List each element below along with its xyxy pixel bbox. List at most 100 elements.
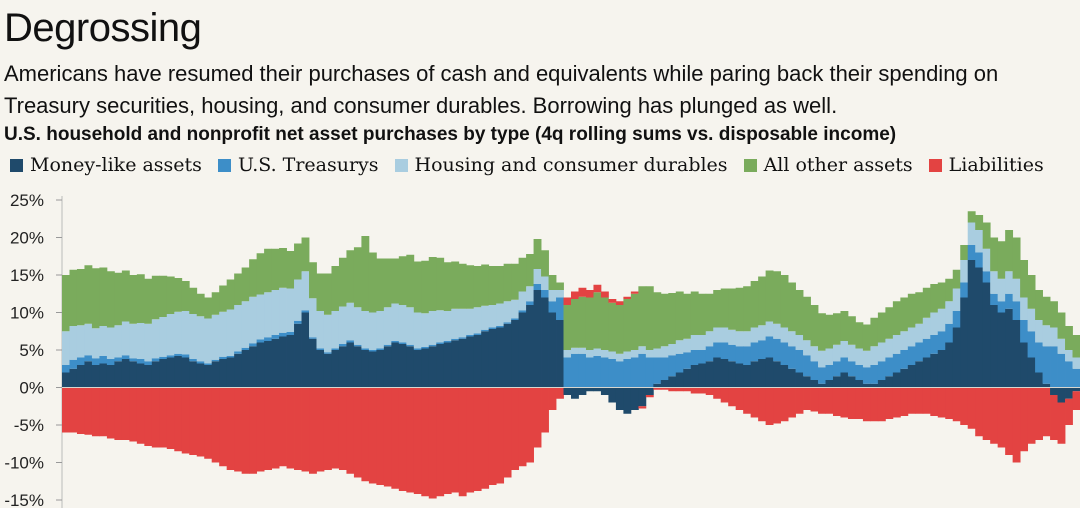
bar-segment-money [1057, 387, 1066, 403]
bar-segment-housing [1057, 338, 1066, 354]
bar-segment-money [855, 380, 864, 388]
bar-segment-treasurys [69, 359, 78, 369]
y-tick-label: 25% [10, 191, 44, 210]
y-tick-label: -10% [4, 454, 44, 473]
bar-segment-treasurys [518, 310, 527, 313]
bar-segment-liabilities [211, 387, 220, 463]
bar-segment-other [877, 312, 886, 343]
bar-segment-other [526, 254, 534, 287]
bar-segment-liabilities [1050, 395, 1058, 440]
bar-segment-liabilities [481, 387, 490, 489]
bar-segment-money [713, 357, 722, 388]
bar-segment-money [608, 387, 617, 403]
chart-title: U.S. household and nonprofit net asset p… [4, 124, 897, 145]
bar-segment-housing [900, 331, 909, 350]
bar-segment-money [91, 365, 100, 388]
legend-item-money: Money-like assets [10, 154, 202, 176]
bar-segment-money [488, 329, 497, 388]
bar-segment-other [735, 287, 744, 332]
bar-segment-treasurys [1050, 346, 1058, 388]
bar-segment-liabilities [99, 387, 108, 437]
bar-segment-money [436, 344, 445, 388]
bar-segment-money [286, 335, 295, 388]
bar-segment-treasurys [585, 357, 594, 388]
bar-segment-liabilities [458, 387, 467, 497]
bar-segment-housing [720, 327, 729, 343]
bar-segment-other [428, 257, 437, 311]
legend-item-housing: Housing and consumer durables [394, 154, 728, 176]
bar-segment-treasurys [241, 347, 250, 350]
bar-segment-money [1035, 372, 1043, 388]
bar-segment-other [1050, 301, 1058, 328]
bar-segment-treasurys [975, 252, 984, 268]
bar-segment-treasurys [413, 348, 422, 350]
bar-segment-liabilities [488, 387, 497, 485]
bar-segment-other [862, 324, 871, 351]
bar-segment-money [69, 368, 78, 388]
bar-segment-treasurys [114, 357, 123, 362]
bar-segment-housing [368, 312, 377, 350]
bar-segment-treasurys [368, 350, 377, 352]
bar-segment-liabilities [323, 387, 332, 470]
bar-segment-money [526, 305, 534, 388]
bar-segment-money [907, 365, 916, 388]
bar-segment-money [593, 387, 602, 392]
legend-label-liabilities: Liabilities [948, 154, 1044, 176]
bar-segment-money [413, 350, 422, 388]
bar-segment-money [406, 346, 415, 388]
bar-segment-liabilities [309, 387, 317, 474]
bar-segment-liabilities [713, 387, 722, 399]
bar-segment-liabilities [294, 387, 302, 470]
bar-segment-liabilities [758, 387, 767, 422]
bar-segment-other [795, 290, 804, 335]
bar-segment-housing [922, 317, 931, 339]
bar-segment-money [481, 331, 490, 388]
page-title: Degrossing [4, 6, 202, 50]
bar-segment-liabilities [413, 387, 422, 494]
bar-segment-treasurys [750, 342, 759, 362]
bar-segment-housing [181, 311, 190, 355]
bar-segment-liabilities [249, 387, 258, 474]
bar-segment-treasurys [496, 326, 505, 328]
bar-segment-housing [144, 323, 153, 362]
bar-segment-other [728, 288, 737, 330]
bar-segment-liabilities [683, 387, 692, 392]
bar-segment-other [638, 286, 647, 347]
bar-segment-treasurys [593, 356, 602, 388]
bar-segment-housing [121, 321, 130, 356]
bar-segment-treasurys [129, 358, 138, 362]
y-axis: 25% 20% 15% 10% 5% 0% -5% -10% -15% [4, 191, 62, 508]
bar-segment-housing [166, 314, 175, 356]
bar-segment-other [174, 278, 183, 312]
bar-segment-money [728, 361, 737, 388]
bar-segment-treasurys [511, 318, 520, 320]
bar-segment-other [211, 292, 220, 315]
bar-segment-housing [645, 350, 654, 358]
bar-segment-money [885, 376, 894, 388]
bar-segment-housing [832, 344, 841, 362]
bar-segment-treasurys [720, 342, 729, 359]
bar-segment-treasurys [788, 346, 796, 369]
bar-segment-other [683, 293, 692, 339]
bar-segment-housing [1012, 278, 1021, 302]
bar-segment-other [323, 273, 332, 315]
bar-segment-money [720, 359, 729, 388]
bar-segment-other [151, 275, 160, 320]
bar-segment-liabilities [818, 387, 826, 414]
bar-segment-treasurys [249, 343, 258, 347]
bar-segment-money [735, 363, 744, 388]
bar-segment-other [556, 282, 564, 290]
bar-segment-other [645, 286, 654, 350]
bar-segment-liabilities [159, 387, 168, 448]
bar-segment-liabilities [907, 387, 916, 414]
bar-segment-liabilities [556, 387, 564, 399]
bar-segment-treasurys [361, 348, 370, 350]
bar-segment-housing [1005, 271, 1014, 294]
legend-swatch-treasurys [217, 158, 231, 172]
bar-segment-other [481, 264, 490, 306]
bar-segment-treasurys [907, 346, 916, 365]
bar-segment-money [316, 350, 325, 388]
bar-segment-money [892, 372, 901, 388]
bar-segment-money [279, 336, 287, 388]
bar-segment-treasurys [234, 351, 243, 354]
